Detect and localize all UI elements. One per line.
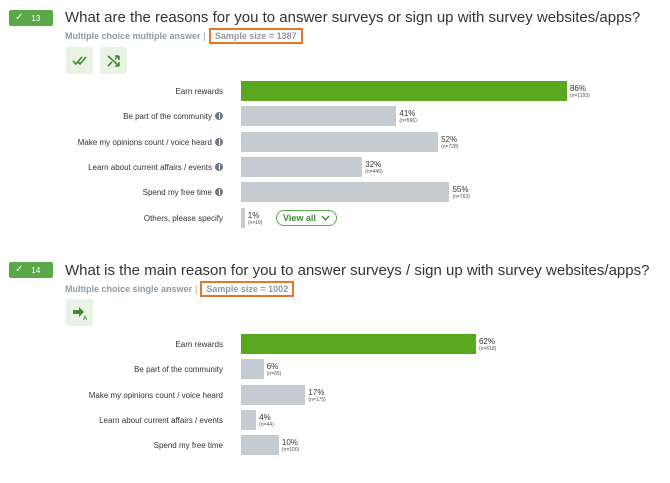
meta-separator: | — [203, 31, 206, 41]
view-all-button[interactable]: View all — [276, 210, 337, 226]
check-icon: ✓ — [15, 264, 24, 275]
pct-label: 10% (n=100) — [281, 438, 300, 454]
bar-free-time — [241, 182, 450, 202]
row-label-current-affairs: Learn about current affairs / events — [88, 157, 223, 177]
double-check-button[interactable] — [66, 47, 93, 74]
check-icon: ✓ — [15, 12, 24, 23]
sample-size: Sample size = 1387 — [208, 28, 303, 44]
meta-separator: | — [195, 284, 198, 294]
info-icon[interactable] — [215, 138, 223, 146]
bar-opinions — [241, 385, 306, 405]
row-label-community: Be part of the community — [123, 106, 223, 126]
svg-text:A: A — [83, 316, 88, 320]
question-type: Multiple choice single answer — [65, 284, 193, 294]
pct-label: 17% (n=175) — [308, 388, 326, 404]
double-check-icon — [71, 55, 87, 65]
row-label-earn-rewards: Earn rewards — [175, 86, 223, 96]
row-label-earn-rewards: Earn rewards — [175, 339, 223, 349]
row-label-opinions: Make my opinions count / voice heard — [78, 132, 223, 152]
info-icon[interactable] — [215, 188, 223, 196]
row-label-community: Be part of the community — [134, 364, 223, 374]
view-all-label: View all — [283, 213, 316, 223]
shuffle-icon — [106, 54, 120, 67]
bar-current-affairs — [241, 157, 363, 177]
question-number-badge: ✓ 14 — [9, 262, 53, 278]
pct-label: 55% (n=763) — [452, 185, 470, 201]
row-label-opinions: Make my opinions count / voice heard — [88, 390, 223, 400]
pct-label: 4% (n=44) — [259, 413, 274, 429]
bar-opinions — [241, 132, 439, 152]
pct-label: 62% (n=618) — [478, 337, 497, 353]
bar-current-affairs — [241, 410, 257, 430]
arrow-right-icon: A — [72, 306, 88, 320]
row-label-free-time: Spend my free time — [143, 182, 223, 202]
pct-label: 86% (n=1193) — [569, 84, 590, 100]
info-icon[interactable] — [215, 163, 223, 171]
pct-label: 52% (n=728) — [441, 135, 459, 151]
bar-earn-rewards — [241, 81, 567, 101]
single-answer-button[interactable]: A — [66, 299, 93, 326]
pct-label: 6% (n=65) — [266, 362, 282, 378]
bar-free-time — [241, 435, 279, 455]
row-label-free-time: Spend my free time — [153, 440, 223, 450]
sample-size: Sample size = 1002 — [200, 281, 295, 297]
question-number: 13 — [31, 13, 41, 23]
row-label-current-affairs: Learn about current affairs / events — [99, 415, 223, 425]
bar-community — [241, 106, 397, 126]
question-type: Multiple choice multiple answer — [65, 31, 201, 41]
question-meta: Multiple choice single answer | Sample s… — [65, 281, 295, 297]
row-label-others: Others, please specify — [143, 213, 223, 223]
question-meta: Multiple choice multiple answer | Sample… — [65, 28, 303, 44]
bar-earn-rewards — [241, 334, 476, 354]
pct-label: 41% (n=566) — [399, 109, 417, 125]
shuffle-button[interactable] — [100, 47, 127, 74]
question-number: 14 — [31, 265, 41, 275]
pct-label: 1% (n=10) — [247, 211, 263, 227]
info-icon[interactable] — [215, 112, 223, 120]
bar-community — [241, 359, 264, 379]
question-title: What is the main reason for you to answe… — [65, 262, 650, 279]
bar-others — [241, 208, 245, 228]
question-title: What are the reasons for you to answer s… — [65, 9, 641, 26]
chevron-down-icon — [321, 214, 330, 223]
question-number-badge: ✓ 13 — [9, 10, 53, 26]
pct-label: 32% (n=445) — [365, 160, 383, 176]
